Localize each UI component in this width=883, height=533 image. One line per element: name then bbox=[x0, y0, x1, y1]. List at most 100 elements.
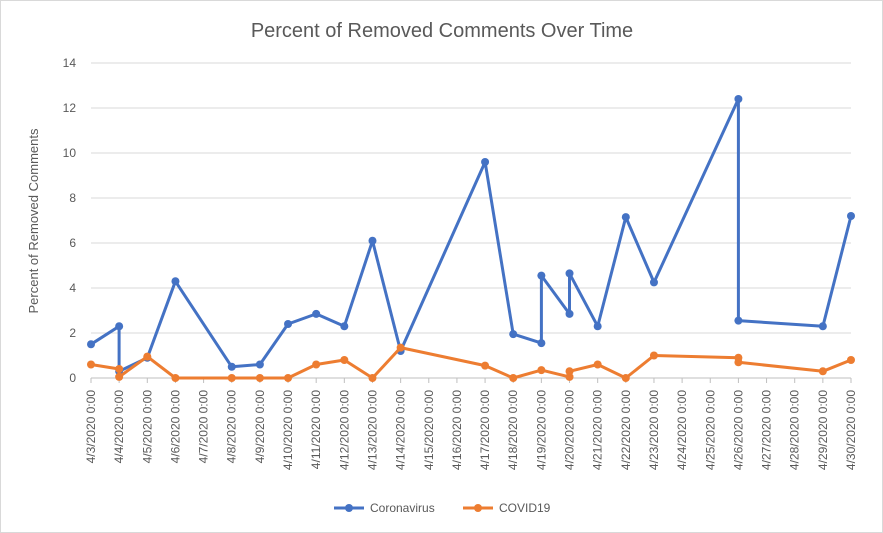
data-point bbox=[847, 212, 855, 220]
legend-swatch-marker bbox=[474, 504, 482, 512]
data-point bbox=[565, 372, 574, 381]
data-point bbox=[396, 343, 405, 352]
x-tick-label: 4/12/2020 0:00 bbox=[337, 390, 351, 470]
data-point bbox=[481, 158, 490, 166]
legend-item-coronavirus: Coronavirus bbox=[334, 501, 435, 515]
x-tick-label: 4/25/2020 0:00 bbox=[703, 390, 717, 470]
series-covid19 bbox=[87, 343, 855, 382]
y-tick-label: 4 bbox=[69, 281, 76, 295]
y-tick-label: 0 bbox=[69, 371, 76, 385]
y-tick-label: 12 bbox=[63, 101, 77, 115]
legend: Coronavirus COVID19 bbox=[334, 501, 551, 515]
data-point bbox=[255, 360, 264, 369]
data-point bbox=[368, 236, 377, 245]
data-point bbox=[565, 269, 574, 278]
x-tick-label: 4/18/2020 0:00 bbox=[506, 390, 520, 470]
series-line-coronavirus bbox=[89, 97, 853, 373]
data-point bbox=[115, 365, 124, 373]
legend-label: COVID19 bbox=[499, 501, 551, 515]
y-tick-label: 14 bbox=[63, 56, 77, 70]
data-point bbox=[621, 374, 630, 382]
data-point bbox=[227, 362, 236, 371]
y-tick-label: 10 bbox=[63, 146, 77, 160]
data-point bbox=[312, 309, 321, 318]
data-point bbox=[649, 351, 658, 360]
data-point bbox=[368, 374, 377, 382]
data-point bbox=[734, 316, 743, 325]
data-point bbox=[509, 374, 518, 382]
data-point bbox=[565, 309, 574, 318]
legend-swatch-marker bbox=[345, 504, 353, 512]
x-tick-label: 4/20/2020 0:00 bbox=[563, 390, 577, 470]
series-coronavirus bbox=[87, 95, 855, 376]
x-tick-label: 4/9/2020 0:00 bbox=[253, 390, 267, 464]
data-point bbox=[227, 374, 236, 382]
data-point bbox=[565, 367, 574, 376]
x-tick-label: 4/10/2020 0:00 bbox=[281, 390, 295, 470]
x-tick-label: 4/5/2020 0:00 bbox=[140, 390, 154, 464]
data-point bbox=[87, 360, 95, 369]
x-tick-label: 4/4/2020 0:00 bbox=[112, 390, 126, 464]
x-tick-label: 4/21/2020 0:00 bbox=[591, 390, 605, 470]
series-line-covid19 bbox=[89, 346, 853, 380]
x-tick-label: 4/19/2020 0:00 bbox=[534, 390, 548, 470]
data-point bbox=[115, 372, 124, 381]
data-point bbox=[284, 374, 293, 382]
data-point bbox=[284, 320, 293, 328]
data-point bbox=[143, 352, 152, 361]
x-tick-label: 4/16/2020 0:00 bbox=[450, 390, 464, 470]
data-point bbox=[537, 339, 546, 348]
data-point bbox=[171, 374, 180, 382]
data-point bbox=[115, 322, 124, 331]
data-point bbox=[509, 330, 518, 339]
x-tick-label: 4/3/2020 0:00 bbox=[84, 390, 98, 464]
data-point bbox=[255, 374, 264, 382]
data-point bbox=[312, 360, 321, 369]
x-tick-label: 4/28/2020 0:00 bbox=[788, 390, 802, 470]
data-point bbox=[537, 271, 546, 280]
y-tick-label: 2 bbox=[69, 326, 76, 340]
data-point bbox=[171, 277, 180, 286]
x-tick-label: 4/7/2020 0:00 bbox=[197, 390, 211, 464]
x-tick-label: 4/13/2020 0:00 bbox=[365, 390, 379, 470]
y-tick-label: 6 bbox=[69, 236, 76, 250]
data-point bbox=[847, 356, 855, 364]
data-point bbox=[593, 360, 602, 369]
x-tick-label: 4/17/2020 0:00 bbox=[478, 390, 492, 470]
data-point bbox=[593, 322, 602, 331]
x-tick-label: 4/8/2020 0:00 bbox=[225, 390, 239, 464]
legend-item-covid19: COVID19 bbox=[463, 501, 551, 515]
x-tick-label: 4/24/2020 0:00 bbox=[675, 390, 689, 470]
x-tick-label: 4/14/2020 0:00 bbox=[394, 390, 408, 470]
chart-title: Percent of Removed Comments Over Time bbox=[251, 20, 633, 42]
x-tick-label: 4/26/2020 0:00 bbox=[731, 390, 745, 470]
y-axis-title: Percent of Removed Comments bbox=[26, 128, 41, 313]
data-point bbox=[649, 278, 658, 287]
gridlines bbox=[91, 62, 851, 379]
data-point bbox=[87, 340, 95, 349]
data-point bbox=[734, 358, 743, 367]
x-tick-label: 4/30/2020 0:00 bbox=[844, 390, 858, 470]
y-axis-ticks: 0 2 4 6 8 10 12 14 bbox=[63, 56, 77, 385]
x-tick-label: 4/29/2020 0:00 bbox=[816, 390, 830, 470]
data-point bbox=[537, 366, 546, 375]
data-point bbox=[481, 361, 490, 370]
x-tick-label: 4/23/2020 0:00 bbox=[647, 390, 661, 470]
y-tick-label: 8 bbox=[69, 191, 76, 205]
x-tick-label: 4/11/2020 0:00 bbox=[309, 390, 323, 470]
series-layer bbox=[87, 95, 855, 382]
x-axis-ticks: 4/3/2020 0:00 4/4/2020 0:00 4/5/2020 0:00 4… bbox=[84, 378, 858, 470]
data-point bbox=[734, 95, 743, 103]
x-tick-label: 4/6/2020 0:00 bbox=[168, 390, 182, 464]
x-tick-label: 4/27/2020 0:00 bbox=[760, 390, 774, 470]
data-point bbox=[818, 367, 827, 376]
data-point bbox=[340, 356, 349, 364]
x-tick-label: 4/22/2020 0:00 bbox=[619, 390, 633, 470]
data-point bbox=[818, 322, 827, 331]
data-point bbox=[340, 322, 349, 331]
x-tick-label: 4/15/2020 0:00 bbox=[422, 390, 436, 470]
data-point bbox=[621, 213, 630, 222]
legend-label: Coronavirus bbox=[370, 501, 435, 515]
